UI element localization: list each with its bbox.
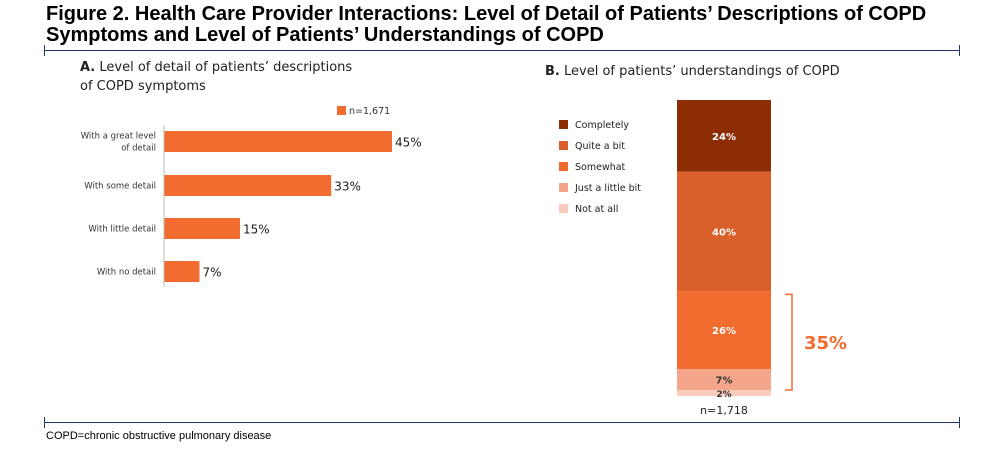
bar-a-value-2: 15%	[243, 223, 270, 237]
bar-a-value-0: 45%	[395, 136, 422, 150]
legend-b-label-3: Just a little bit	[574, 183, 641, 194]
legend-b-label-0: Completely	[575, 120, 629, 131]
bar-a-value-3: 7%	[202, 266, 221, 280]
bar-a-value-1: 33%	[334, 180, 361, 194]
footnote: COPD=chronic obstructive pulmonary disea…	[46, 430, 272, 442]
panel-b-title: B. Level of patients’ understandings of …	[545, 62, 840, 81]
segment-b-0	[677, 100, 771, 172]
figure-title-line-1: Figure 2. Health Care Provider Interacti…	[46, 3, 927, 25]
chart-a-detail-of-descriptions: n=1,671 45% With a great level of detail 33%…	[81, 106, 422, 287]
legend-b-swatch-3	[559, 183, 568, 192]
panel-a-title-line-1: Level of detail of patients’ description…	[99, 60, 353, 75]
category-a-label-1-0: With some detail	[84, 182, 156, 192]
bar-a-3	[164, 261, 200, 282]
category-a-label-2-0: With little detail	[88, 225, 156, 235]
legend-a-swatch	[337, 106, 346, 115]
segment-b-value-3: 7%	[716, 376, 733, 387]
bar-a-0	[164, 131, 392, 152]
figure-title: Figure 2. Health Care Provider Interacti…	[46, 4, 986, 46]
segment-b-3	[677, 369, 771, 391]
bracket-b-label: 35%	[804, 333, 847, 354]
segment-b-value-4: 2%	[716, 390, 731, 400]
bar-a-1	[164, 175, 332, 196]
panel-b-letter: B.	[545, 64, 560, 79]
bar-a-2	[164, 218, 240, 239]
bottom-divider	[44, 417, 960, 428]
category-a-label-0-0: With a great level	[81, 132, 156, 142]
segment-b-value-0: 24%	[712, 132, 736, 143]
top-divider	[44, 45, 960, 56]
legend-b-label-4: Not at all	[575, 204, 618, 215]
panel-a-title: A. Level of detail of patients’ descript…	[80, 58, 352, 96]
legend-b-label-2: Somewhat	[575, 162, 626, 173]
category-a-label-0-1: of detail	[121, 144, 156, 154]
segment-b-value-1: 40%	[712, 228, 736, 239]
legend-b-swatch-1	[559, 141, 568, 150]
panel-b-title-text: Level of patients’ understandings of COP…	[564, 64, 840, 79]
panel-a-title-line-2: of COPD symptoms	[80, 79, 206, 94]
segment-b-4	[677, 390, 771, 396]
legend-b-swatch-2	[559, 162, 568, 171]
segment-b-1	[677, 171, 771, 292]
bracket-b	[785, 293, 793, 391]
legend-a-label: n=1,671	[349, 106, 390, 117]
panel-a-letter: A.	[80, 60, 96, 75]
category-b-label: n=1,718	[700, 404, 748, 417]
legend-b-swatch-0	[559, 120, 568, 129]
legend-b-swatch-4	[559, 204, 568, 213]
chart-b-understanding-of-copd: Completely Quite a bit Somewhat Just a litt…	[559, 100, 847, 417]
segment-b-2	[677, 291, 771, 370]
segment-b-value-2: 26%	[712, 326, 736, 337]
legend-b-label-1: Quite a bit	[575, 141, 625, 152]
figure-title-line-2: Symptoms and Level of Patients’ Understa…	[46, 24, 604, 46]
category-a-label-3-0: With no detail	[97, 268, 156, 278]
